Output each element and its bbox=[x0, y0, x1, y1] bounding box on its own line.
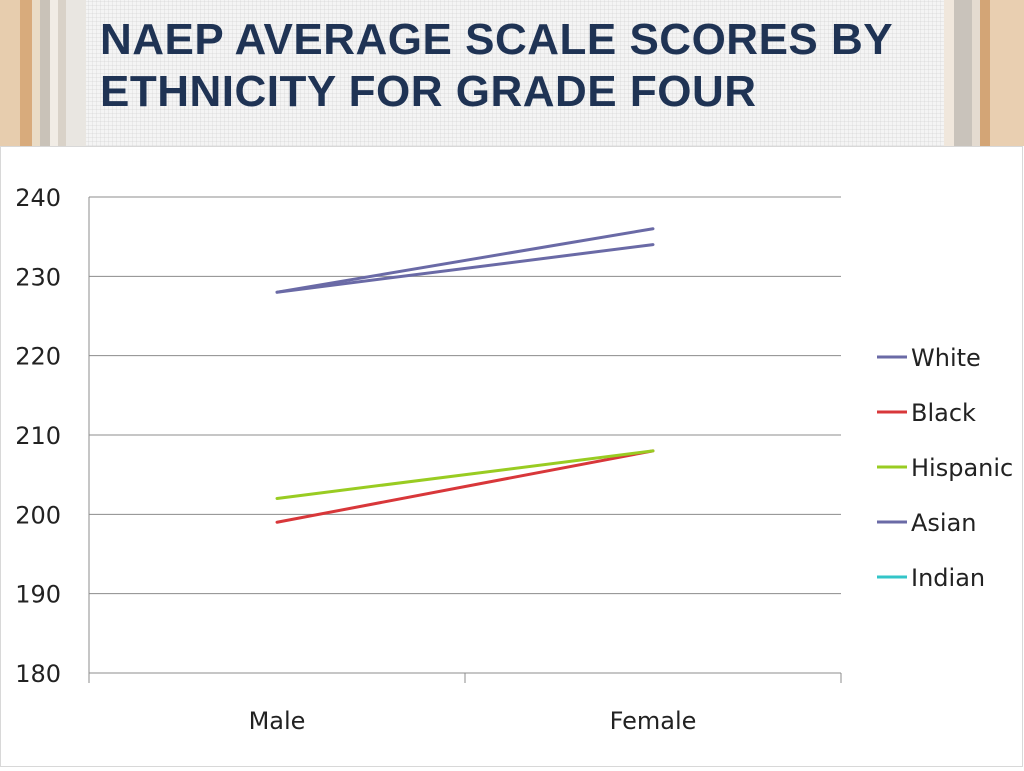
series-line-white bbox=[275, 243, 655, 294]
y-tick-label: 240 bbox=[15, 184, 61, 212]
left-decor-stripe bbox=[20, 0, 32, 146]
right-decor-stripe bbox=[990, 0, 1024, 146]
legend-label-asian: Asian bbox=[911, 509, 977, 537]
right-decor-stripe bbox=[972, 0, 980, 146]
chart-panel: 180 190 200 210 220 230 240 Male Female White Bla… bbox=[0, 146, 1023, 767]
y-tick-label: 190 bbox=[15, 581, 61, 609]
y-tick-label: 230 bbox=[15, 263, 61, 291]
grid-layer bbox=[89, 196, 841, 674]
left-decor-stripe bbox=[32, 0, 40, 146]
legend-label-indian: Indian bbox=[911, 564, 985, 592]
right-decor-stripe bbox=[944, 0, 954, 146]
left-decor-stripe bbox=[0, 0, 20, 146]
right-decor-stripe bbox=[954, 0, 972, 146]
left-decor-stripe bbox=[50, 0, 58, 146]
slide-title: NAEP AVERAGE SCALE SCORES BY ETHNICITY F… bbox=[100, 15, 893, 116]
legend-label-white: White bbox=[911, 344, 981, 372]
x-tick-label: Female bbox=[610, 707, 697, 735]
line-chart: 180 190 200 210 220 230 240 Male Female White Bla… bbox=[15, 184, 1013, 735]
series-layer bbox=[275, 227, 655, 524]
series-line-asian bbox=[275, 227, 655, 294]
y-tick-label: 180 bbox=[15, 660, 61, 688]
left-decor-stripe bbox=[66, 0, 86, 146]
y-tick-label: 200 bbox=[15, 501, 61, 529]
x-tick-label: Male bbox=[249, 707, 306, 735]
legend-label-black: Black bbox=[911, 399, 976, 427]
legend-layer: White Black Hispanic Asian Indian bbox=[877, 344, 1013, 592]
right-decor-stripe bbox=[980, 0, 990, 146]
left-decor-stripe bbox=[58, 0, 66, 146]
y-tick-label: 220 bbox=[15, 343, 61, 371]
header-background bbox=[0, 0, 1024, 146]
axis-layer: 180 190 200 210 220 230 240 Male Female bbox=[15, 184, 842, 735]
left-decor-stripe bbox=[40, 0, 50, 146]
series-line-black bbox=[275, 449, 655, 524]
y-tick-label: 210 bbox=[15, 422, 61, 450]
series-line-hispanic bbox=[275, 449, 655, 500]
legend-label-hispanic: Hispanic bbox=[911, 454, 1013, 482]
